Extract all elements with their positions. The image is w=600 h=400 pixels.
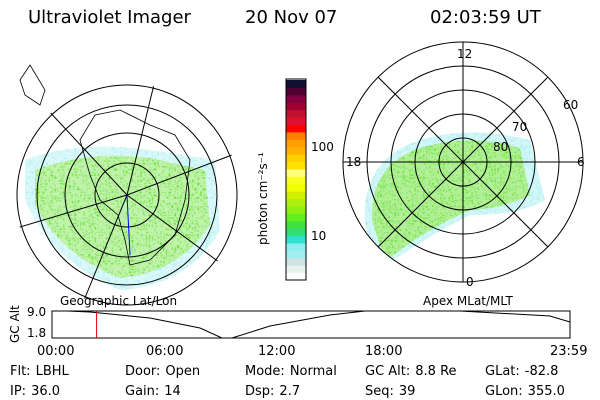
- lat-label-80: 80: [493, 140, 509, 154]
- colorbar-segment: [286, 139, 306, 148]
- info-value: 8.8 Re: [415, 364, 457, 379]
- x-tick: 06:00: [146, 344, 184, 359]
- left-map-label: Geographic Lat/Lon: [60, 294, 178, 308]
- colorbar-tick-10: 10: [311, 229, 327, 243]
- colorbar-segment: [286, 87, 306, 96]
- colorbar-segment: [286, 183, 306, 192]
- colorbar-segment: [286, 94, 306, 103]
- colorbar-segment: [286, 220, 306, 229]
- lat-label-70: 70: [512, 120, 528, 134]
- colorbar-segment: [286, 154, 306, 162]
- colorbar-segment: [286, 235, 306, 244]
- info-field: GC Alt: 8.8 Re: [365, 364, 457, 379]
- colorbar-segment: [286, 272, 306, 281]
- info-key: IP:: [10, 384, 27, 399]
- colorbar-segment: [286, 250, 306, 259]
- colorbar-segment: [286, 168, 306, 177]
- time: 02:03:59 UT: [430, 7, 541, 28]
- geographic-map: [15, 83, 239, 307]
- right-map-label: Apex MLat/MLT: [423, 294, 513, 308]
- info-field: GLon: 355.0: [485, 384, 565, 399]
- info-field: GLat: -82.8: [485, 364, 558, 379]
- date: 20 Nov 07: [245, 7, 338, 28]
- mlt-label-18: 18: [346, 155, 362, 169]
- altitude-plot: [51, 310, 571, 339]
- info-field: Gain: 14: [125, 384, 181, 399]
- alt-ytick-min: 1.8: [27, 326, 47, 340]
- colorbar-segment: [286, 198, 306, 207]
- info-key: Flt:: [10, 364, 31, 379]
- info-key: GLat:: [485, 364, 520, 379]
- colorbar-segment: [286, 109, 306, 118]
- alt-ylabel: GC Alt: [8, 305, 22, 343]
- colorbar-tick-100: 100: [311, 140, 334, 154]
- colorbar-segment: [286, 265, 306, 274]
- info-value: Normal: [289, 364, 337, 379]
- colorbar-label: photon cm⁻²s⁻¹: [256, 152, 270, 245]
- info-key: Seq:: [365, 384, 394, 399]
- info-key: Door:: [125, 364, 161, 379]
- apex-mlat-mlt-map: [342, 41, 584, 283]
- info-field: Flt: LBHL: [10, 364, 69, 379]
- info-key: GC Alt:: [365, 364, 411, 379]
- colorbar-segment: [286, 131, 306, 140]
- colorbar-segment: [286, 191, 306, 200]
- colorbar-segment: [286, 117, 306, 125]
- mlt-label-6: 6: [577, 155, 585, 169]
- info-key: Dsp:: [245, 384, 275, 399]
- info-field: Seq: 39: [365, 384, 415, 399]
- alt-ytick-max: 9.0: [27, 305, 47, 319]
- mlt-label-12: 12: [457, 47, 473, 61]
- colorbar-segment: [286, 228, 306, 237]
- info-value: Open: [165, 364, 201, 379]
- colorbar-segment: [286, 257, 306, 266]
- info-value: -82.8: [524, 364, 559, 379]
- colorbar-segment: [286, 80, 306, 88]
- info-value: LBHL: [35, 364, 69, 379]
- info-key: Gain:: [125, 384, 160, 399]
- info-field: Door: Open: [125, 364, 200, 379]
- info-value: 355.0: [527, 384, 565, 399]
- lat-label-60: 60: [563, 98, 579, 112]
- colorbar-segment: [286, 205, 306, 214]
- info-value: 39: [398, 384, 416, 399]
- info-value: 36.0: [31, 384, 61, 399]
- mlt-label-0: 0: [466, 275, 474, 289]
- colorbar-segment: [286, 161, 306, 170]
- colorbar-segment: [286, 213, 306, 222]
- info-value: 2.7: [279, 384, 301, 399]
- info-field: Mode: Normal: [245, 364, 337, 379]
- colorbar-segment: [286, 146, 306, 155]
- colorbar: [286, 80, 306, 281]
- colorbar-segment: [286, 102, 306, 111]
- x-tick: 18:00: [365, 344, 403, 359]
- colorbar-segment: [286, 242, 306, 251]
- title: Ultraviolet Imager: [28, 7, 191, 28]
- info-field: Dsp: 2.7: [245, 384, 300, 399]
- x-tick: 00:00: [37, 344, 75, 359]
- x-tick: 12:00: [258, 344, 296, 359]
- info-value: 14: [164, 384, 181, 399]
- colorbar-segment: [286, 124, 306, 133]
- colorbar-segment: [286, 176, 306, 185]
- info-field: IP: 36.0: [10, 384, 60, 399]
- x-tick: 23:59: [550, 344, 588, 359]
- info-key: Mode:: [245, 364, 285, 379]
- info-key: GLon:: [485, 384, 523, 399]
